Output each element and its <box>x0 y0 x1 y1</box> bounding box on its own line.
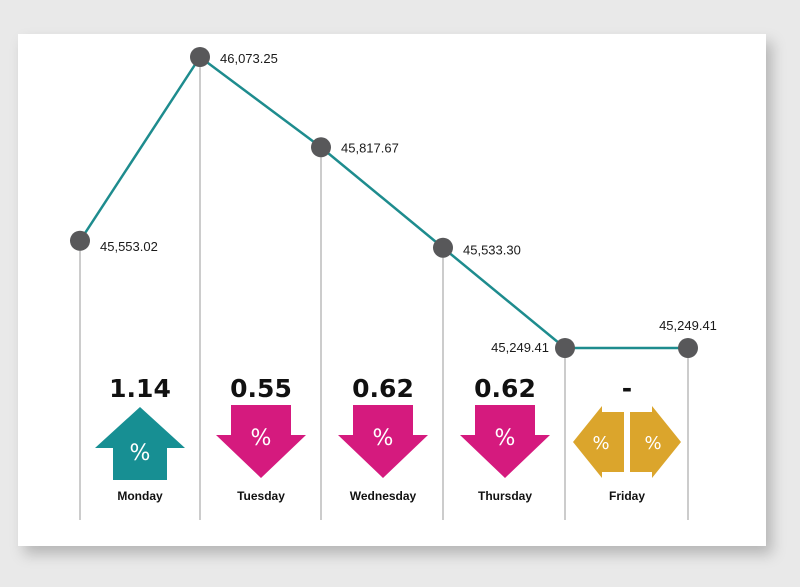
data-point-marker <box>190 47 210 67</box>
daily-changes: 1.14%Monday0.55%Tuesday0.62%Wednesday0.6… <box>95 374 681 503</box>
up-arrow-icon <box>95 407 185 480</box>
value-label: 45,553.02 <box>100 239 158 254</box>
percent-symbol: % <box>592 433 609 454</box>
percent-symbol: % <box>130 441 151 466</box>
day-label: Friday <box>609 489 645 503</box>
percent-symbol: % <box>495 426 516 451</box>
value-label: 45,533.30 <box>463 243 521 258</box>
right-arrow-icon <box>630 406 681 478</box>
value-labels: 45,553.02 46,073.25 45,817.67 45,533.30 45,2… <box>100 51 717 355</box>
data-points <box>70 47 698 358</box>
change-block-friday: -% % Friday <box>573 374 681 503</box>
change-value: 0.62 <box>352 374 414 403</box>
data-point-marker <box>555 338 575 358</box>
change-value: - <box>622 374 632 403</box>
change-block-wednesday: 0.62% Wednesday <box>338 374 428 503</box>
percent-symbol: % <box>644 433 661 454</box>
down-arrow-icon <box>460 405 550 478</box>
data-point-marker <box>70 230 90 251</box>
value-label: 45,817.67 <box>341 140 399 155</box>
change-block-tuesday: 0.55% Tuesday <box>216 374 306 503</box>
data-point-marker <box>311 137 331 158</box>
change-block-monday: 1.14% Monday <box>95 374 185 503</box>
down-arrow-icon <box>216 405 306 478</box>
value-label: 46,073.25 <box>220 51 278 66</box>
change-value: 0.55 <box>230 374 292 403</box>
data-point-marker <box>678 338 698 358</box>
day-label: Monday <box>117 489 163 503</box>
change-block-thursday: 0.62% Thursday <box>460 374 550 503</box>
percent-symbol: % <box>373 426 394 451</box>
day-label: Thursday <box>478 489 532 503</box>
day-label: Tuesday <box>237 489 285 503</box>
index-line <box>78 55 688 350</box>
change-value: 0.62 <box>474 374 536 403</box>
value-label: 45,249.41 <box>659 318 717 333</box>
day-label: Wednesday <box>350 489 417 503</box>
left-arrow-icon <box>573 406 624 478</box>
down-arrow-icon <box>338 405 428 478</box>
percent-symbol: % <box>251 426 272 451</box>
data-point-marker <box>433 237 453 258</box>
change-value: 1.14 <box>109 374 171 403</box>
column-separators <box>79 57 689 520</box>
value-label: 45,249.41 <box>491 340 549 355</box>
